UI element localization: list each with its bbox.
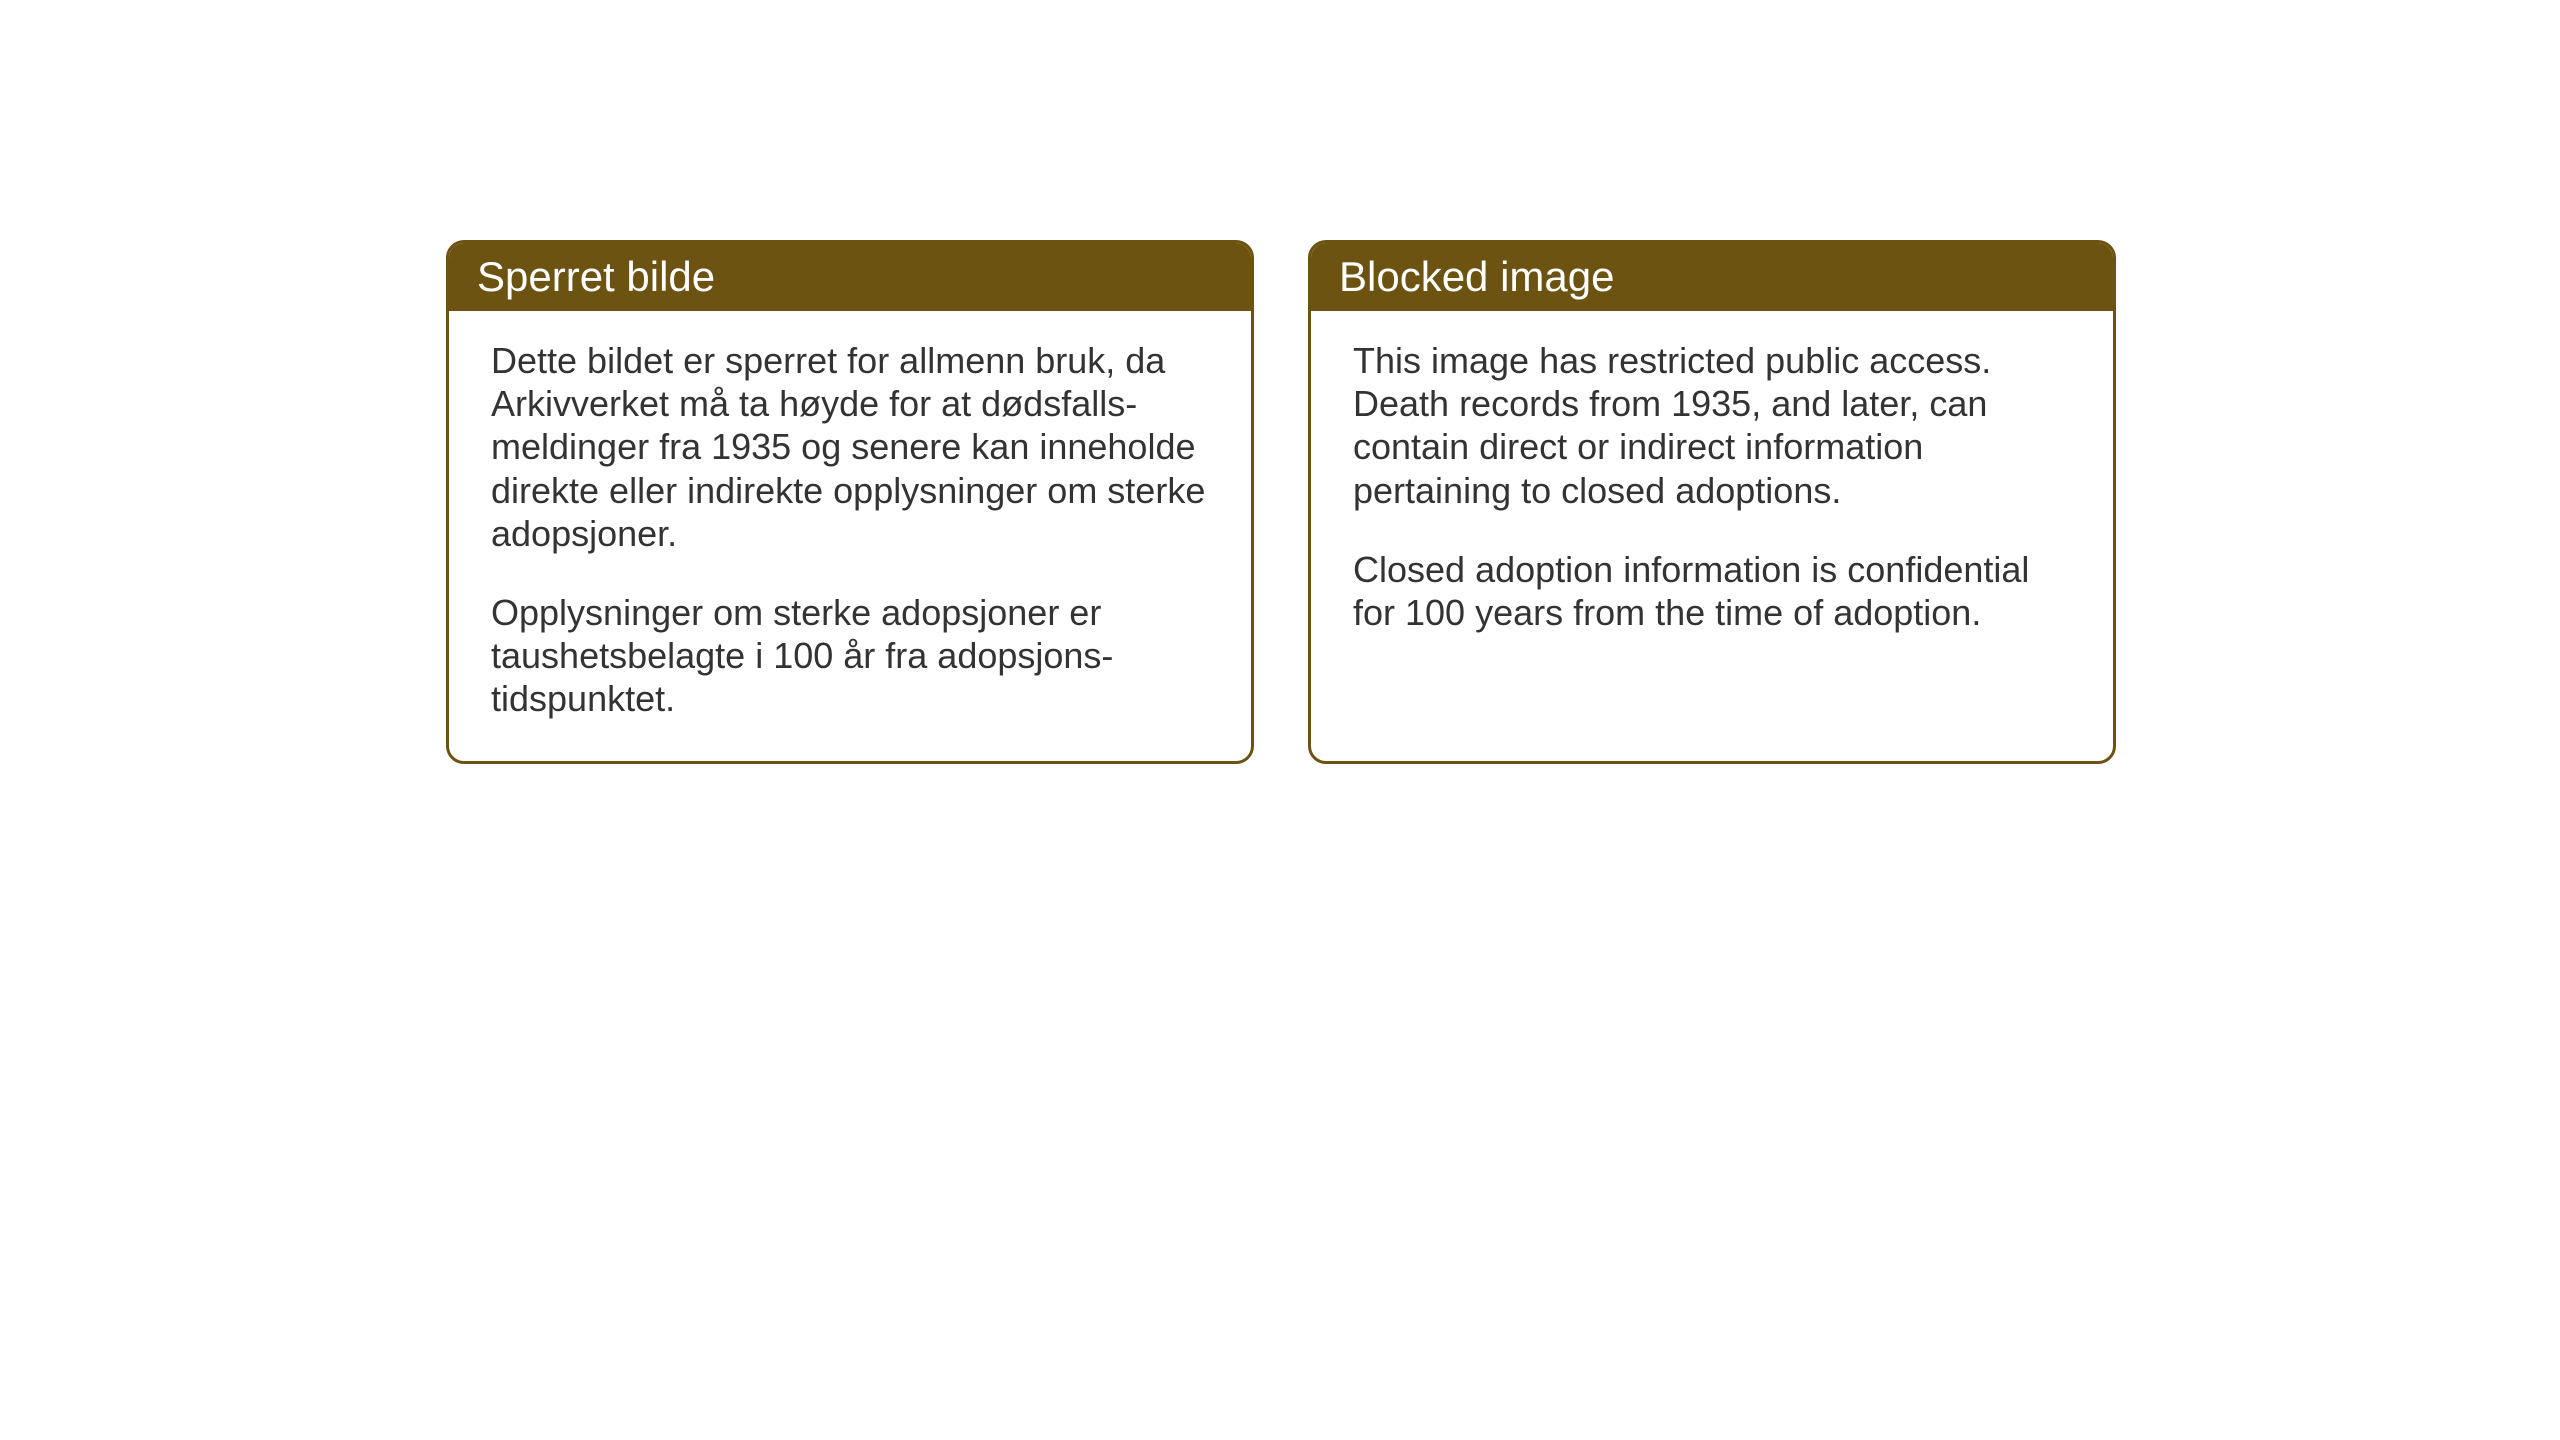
english-card: Blocked image This image has restricted … bbox=[1308, 240, 2116, 764]
norwegian-card-body: Dette bildet er sperret for allmenn bruk… bbox=[449, 311, 1251, 761]
english-card-body: This image has restricted public access.… bbox=[1311, 311, 2113, 674]
english-paragraph-2: Closed adoption information is confident… bbox=[1353, 548, 2071, 634]
norwegian-paragraph-2: Opplysninger om sterke adopsjoner er tau… bbox=[491, 591, 1209, 721]
norwegian-card: Sperret bilde Dette bildet er sperret fo… bbox=[446, 240, 1254, 764]
english-card-title: Blocked image bbox=[1311, 243, 2113, 311]
cards-container: Sperret bilde Dette bildet er sperret fo… bbox=[446, 240, 2116, 764]
norwegian-paragraph-1: Dette bildet er sperret for allmenn bruk… bbox=[491, 339, 1209, 555]
english-paragraph-1: This image has restricted public access.… bbox=[1353, 339, 2071, 512]
norwegian-card-title: Sperret bilde bbox=[449, 243, 1251, 311]
